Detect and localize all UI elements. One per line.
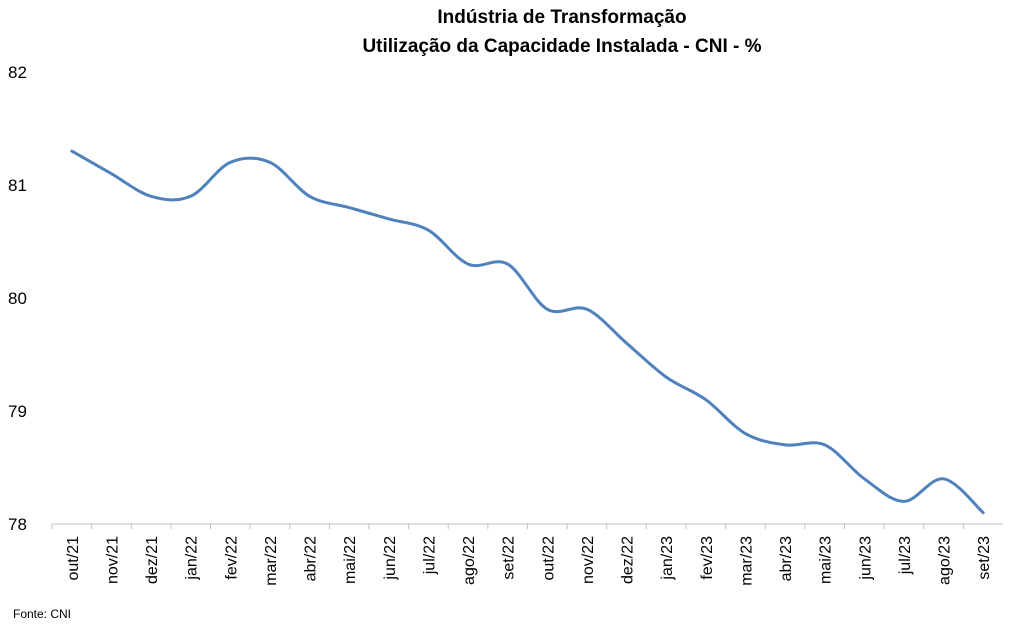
- y-axis-ticks: 78 79 80 81 82: [8, 63, 27, 534]
- chart-title: Indústria de Transformação: [437, 7, 686, 28]
- x-tick-label: dez/21: [144, 536, 161, 584]
- y-tick-label: 80: [8, 289, 27, 308]
- x-tick-label: set/23: [976, 536, 993, 580]
- x-tick-label: mai/22: [342, 536, 359, 584]
- source-note: Fonte: CNI: [13, 607, 72, 621]
- x-tick-label: fev/23: [699, 536, 716, 580]
- x-tick-label: jan/22: [184, 536, 201, 581]
- x-tick-label: out/22: [540, 536, 557, 581]
- x-tick-label: mar/22: [263, 536, 280, 586]
- x-tick-label: abr/23: [778, 536, 795, 581]
- y-tick-label: 81: [8, 176, 27, 195]
- x-tick-label: mai/23: [818, 536, 835, 584]
- x-tick-label: nov/22: [580, 536, 597, 584]
- x-tick-label: jul/23: [897, 536, 914, 575]
- x-tick-label: jul/22: [421, 536, 438, 575]
- chart-subtitle: Utilização da Capacidade Instalada - CNI…: [362, 36, 761, 57]
- x-tick-label: jun/23: [857, 536, 874, 581]
- x-tick-label: ago/23: [937, 536, 954, 585]
- x-tick-label: abr/22: [303, 536, 320, 581]
- x-tick-label: ago/22: [461, 536, 478, 585]
- x-tick-label: set/22: [501, 536, 518, 580]
- x-tick-label: fev/22: [223, 536, 240, 580]
- x-tick-label: nov/21: [104, 536, 121, 584]
- x-tick-label: mar/23: [738, 536, 755, 586]
- y-tick-label: 78: [8, 515, 27, 534]
- x-tick-label: jan/23: [659, 536, 676, 581]
- y-tick-label: 82: [8, 63, 27, 82]
- y-tick-label: 79: [8, 402, 27, 421]
- x-tick-label: out/21: [65, 536, 82, 581]
- series-line: [70, 149, 985, 515]
- x-axis-ticks: out/21 nov/21 dez/21 jan/22 fev/22 mar/22 abr/…: [51, 524, 993, 586]
- x-tick-label: dez/22: [620, 536, 637, 584]
- x-tick-label: jun/22: [382, 536, 399, 581]
